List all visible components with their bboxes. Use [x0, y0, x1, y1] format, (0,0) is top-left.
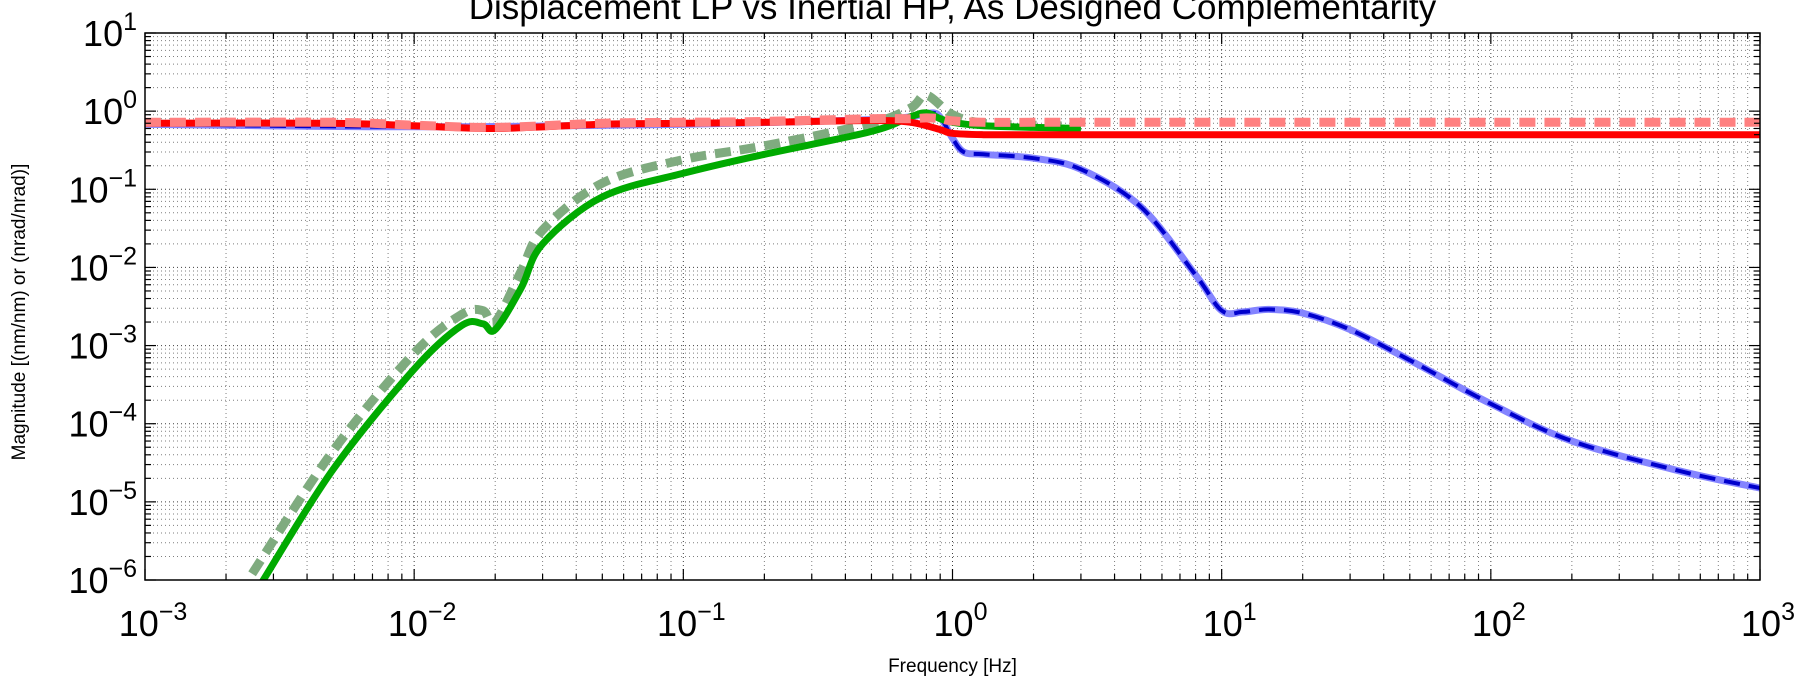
y-tick-label-exp: 1 — [123, 8, 137, 36]
x-tick-label-exp: −2 — [428, 598, 457, 626]
x-tick-label-base: 10 — [934, 603, 974, 644]
x-tick-label: 102 — [1472, 598, 1526, 644]
series-line-4 — [259, 109, 1081, 580]
x-tick-label-base: 10 — [1741, 603, 1781, 644]
x-tick-label-exp: 3 — [1781, 598, 1795, 626]
y-axis-label: Magnitude [(nm/nm) or (nrad/nrad)] — [9, 163, 30, 461]
y-tick-label-exp: −6 — [108, 555, 137, 583]
x-tick-label: 101 — [1203, 598, 1257, 644]
axes-frame — [144, 32, 1761, 581]
x-tick-label-base: 10 — [119, 603, 159, 644]
x-tick-label-exp: −3 — [159, 598, 188, 626]
x-tick-label: 10−2 — [388, 598, 457, 644]
y-tick-label: 10−4 — [68, 399, 137, 445]
x-tick-label-base: 10 — [1472, 603, 1512, 644]
x-tick-label-exp: 0 — [974, 598, 988, 626]
y-tick-label-base: 10 — [68, 560, 108, 601]
y-tick-label: 10−5 — [68, 477, 137, 523]
x-tick-label-base: 10 — [1203, 603, 1243, 644]
x-tick-label: 100 — [934, 598, 988, 644]
y-tick-label: 10−6 — [68, 555, 137, 601]
y-tick-label-base: 10 — [83, 13, 123, 54]
y-tick-label: 10−3 — [68, 321, 137, 367]
y-tick-label-base: 10 — [68, 482, 108, 523]
y-tick-label-exp: −2 — [108, 242, 137, 270]
y-tick-label: 10−1 — [68, 164, 137, 210]
y-tick-label: 101 — [83, 8, 137, 54]
x-tick-label: 10−3 — [119, 598, 188, 644]
y-tick-label-exp: −1 — [108, 164, 137, 192]
x-tick-label-exp: −1 — [697, 598, 726, 626]
x-tick-label-base: 10 — [388, 603, 428, 644]
x-tick-label: 10−1 — [657, 598, 726, 644]
series-line-3 — [248, 90, 1082, 577]
x-tick-label: 103 — [1741, 598, 1795, 644]
y-tick-label: 10−2 — [68, 242, 137, 288]
x-axis-label: Frequency [Hz] — [888, 656, 1017, 677]
y-tick-label-base: 10 — [68, 169, 108, 210]
y-tick-label-exp: −5 — [108, 477, 137, 505]
x-tick-label-base: 10 — [657, 603, 697, 644]
y-tick-label-base: 10 — [68, 404, 108, 445]
x-tick-label-exp: 2 — [1512, 598, 1526, 626]
x-tick-label-exp: 1 — [1243, 598, 1257, 626]
y-tick-label-base: 10 — [68, 247, 108, 288]
series-lines — [145, 90, 1760, 580]
tick-labels: 10−3 10−2 10−1 100 101 102 10310110010−110−210… — [68, 8, 1795, 644]
series-line-6 — [145, 113, 1760, 132]
y-tick-label-base: 10 — [68, 326, 108, 367]
y-tick-label-exp: −3 — [108, 321, 137, 349]
chart-title: Displacement LP vs Inertial HP, As Desig… — [468, 0, 1437, 27]
y-tick-label: 100 — [83, 86, 137, 132]
y-tick-label-base: 10 — [83, 91, 123, 132]
y-tick-label-exp: 0 — [123, 86, 137, 114]
y-tick-label-exp: −4 — [108, 399, 137, 427]
